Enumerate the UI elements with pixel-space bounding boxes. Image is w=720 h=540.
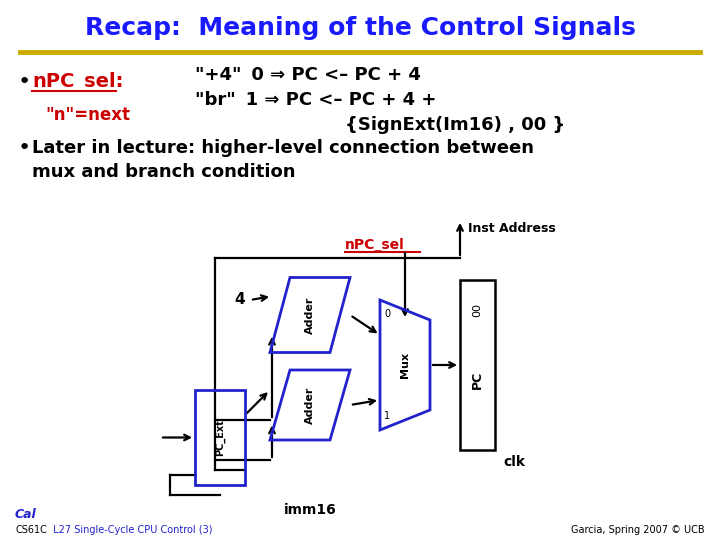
- Text: PC: PC: [471, 371, 484, 389]
- Text: Mux: Mux: [400, 352, 410, 378]
- Text: Adder: Adder: [305, 386, 315, 424]
- Text: •: •: [18, 72, 31, 92]
- Text: clk: clk: [503, 455, 525, 469]
- Text: nPC_sel:: nPC_sel:: [32, 72, 123, 92]
- Text: L27 Single-Cycle CPU Control (3): L27 Single-Cycle CPU Control (3): [50, 525, 212, 535]
- Text: Inst Address: Inst Address: [468, 221, 556, 234]
- Text: nPC_sel: nPC_sel: [345, 238, 405, 252]
- Text: 4: 4: [235, 293, 246, 307]
- Text: 00: 00: [472, 303, 482, 317]
- Bar: [195, 390, 245, 485]
- Text: "+4"  0 ⇒ PC <– PC + 4: "+4" 0 ⇒ PC <– PC + 4: [195, 66, 421, 84]
- Text: 1: 1: [384, 411, 390, 421]
- Text: Adder: Adder: [305, 296, 315, 334]
- Text: Cal: Cal: [15, 509, 37, 522]
- Text: mux and branch condition: mux and branch condition: [32, 163, 295, 181]
- Text: Garcia, Spring 2007 © UCB: Garcia, Spring 2007 © UCB: [572, 525, 705, 535]
- Bar: [460, 280, 495, 450]
- Text: Later in lecture: higher-level connection between: Later in lecture: higher-level connectio…: [32, 139, 534, 157]
- Text: Recap:  Meaning of the Control Signals: Recap: Meaning of the Control Signals: [84, 16, 636, 40]
- Text: CS61C: CS61C: [15, 525, 47, 535]
- Text: •: •: [18, 138, 31, 158]
- Text: PC_Ext: PC_Ext: [215, 419, 225, 456]
- Text: "n"=next: "n"=next: [45, 106, 130, 124]
- Text: 0: 0: [384, 309, 390, 319]
- Text: "br"  1 ⇒ PC <– PC + 4 +: "br" 1 ⇒ PC <– PC + 4 +: [195, 91, 436, 109]
- Text: {SignExt(Im16) , 00 }: {SignExt(Im16) , 00 }: [195, 116, 565, 134]
- Text: imm16: imm16: [284, 503, 336, 517]
